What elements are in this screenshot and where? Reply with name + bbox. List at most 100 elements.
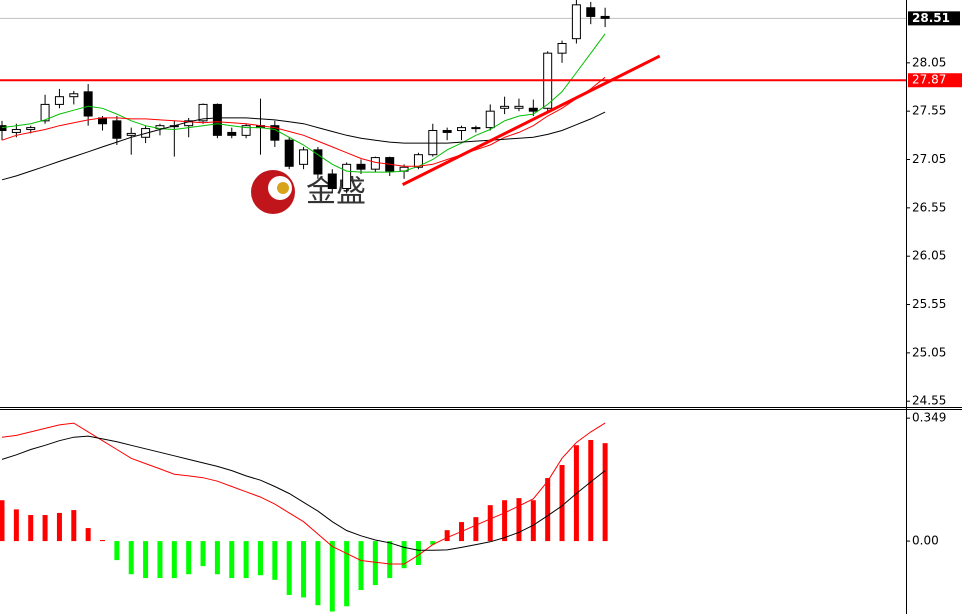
- candle-body: [471, 127, 481, 130]
- candle-body: [270, 125, 280, 141]
- y-tick-label: 25.55: [912, 297, 946, 311]
- candle-body: [11, 129, 21, 133]
- histogram-bar: [329, 541, 335, 612]
- y-tick-label: 26.05: [912, 249, 946, 263]
- candle-body: [69, 93, 79, 98]
- candle-body: [54, 96, 64, 105]
- histogram-bar: [13, 509, 19, 542]
- histogram-bar: [372, 541, 378, 586]
- candle-body: [26, 127, 36, 131]
- histogram-bar: [100, 540, 106, 542]
- histogram-bar: [157, 541, 163, 579]
- histogram-bar: [85, 528, 91, 542]
- candle-body: [586, 7, 596, 17]
- candle-body: [112, 120, 122, 139]
- histogram-bar: [143, 541, 149, 579]
- candle-body: [413, 154, 423, 168]
- candle-body: [600, 15, 610, 19]
- y-tick-label: 27.05: [912, 152, 946, 166]
- candle-body: [98, 117, 108, 125]
- level-price-label: 27.87: [912, 73, 946, 87]
- histogram-bar: [0, 500, 5, 542]
- candle-body: [370, 157, 380, 170]
- candle-body: [284, 139, 294, 167]
- histogram-bar: [444, 530, 450, 542]
- histogram-bar: [387, 541, 393, 579]
- histogram-bar: [487, 505, 493, 542]
- histogram-bar: [545, 478, 551, 542]
- histogram-bar: [502, 500, 508, 542]
- logo: 金盛: [251, 170, 366, 214]
- candle-body: [83, 91, 93, 117]
- histogram-bar: [214, 541, 220, 575]
- histogram-bar: [71, 510, 77, 542]
- candle-body: [485, 110, 495, 129]
- histogram-bar: [401, 541, 407, 569]
- moving-average: [1, 76, 606, 167]
- candle-body: [571, 4, 581, 40]
- candle-body: [198, 103, 208, 122]
- level-price-box: [908, 73, 962, 88]
- candle-body: [528, 107, 538, 112]
- candle-body: [227, 131, 237, 136]
- candle-body: [442, 130, 452, 133]
- histogram-bar: [588, 439, 594, 542]
- candle-body: [0, 125, 7, 132]
- histogram-bar: [257, 541, 263, 576]
- moving-average: [1, 111, 606, 181]
- y-tick-label: 24.55: [912, 394, 946, 408]
- candle-body: [212, 103, 222, 136]
- histogram-bar: [114, 541, 120, 561]
- candle-body: [514, 105, 524, 109]
- histogram-bar: [42, 515, 48, 542]
- histogram-bar: [516, 498, 522, 542]
- histogram-bar: [602, 443, 608, 542]
- macd-line: [1, 435, 606, 551]
- current-price-box: [908, 11, 960, 26]
- histogram-bar: [301, 541, 307, 598]
- candle-body: [40, 103, 50, 122]
- logo-dot: [277, 182, 289, 194]
- histogram-bar: [186, 541, 192, 575]
- histogram-bar: [56, 512, 62, 542]
- candle-body: [457, 127, 467, 132]
- trendline: [401, 54, 661, 186]
- histogram-bar: [171, 541, 177, 579]
- histogram-bar: [559, 465, 565, 542]
- candle-body: [313, 149, 323, 175]
- y-tick-label: 27.55: [912, 104, 946, 118]
- histogram-bar: [430, 541, 436, 545]
- histogram-bar: [315, 541, 321, 606]
- y-tick-label: 28.05: [912, 55, 946, 69]
- histogram-bar: [272, 541, 278, 580]
- candle-body: [500, 105, 510, 109]
- histogram-bar: [358, 541, 364, 591]
- histogram-bar: [286, 541, 292, 595]
- y-tick-label: 26.55: [912, 200, 946, 214]
- histogram-bar: [243, 541, 249, 579]
- y-tick-label: 0.349: [912, 411, 946, 425]
- candle-body: [356, 163, 366, 170]
- histogram-bar: [415, 541, 421, 566]
- histogram-bar: [530, 500, 536, 542]
- y-tick-label: 25.05: [912, 345, 946, 359]
- candle-body: [428, 130, 438, 156]
- candle-body: [557, 43, 567, 54]
- histogram-bar: [229, 541, 235, 579]
- candle-body: [241, 125, 251, 136]
- macd-line: [1, 422, 606, 565]
- candle-body: [342, 163, 352, 190]
- histogram-bar: [344, 541, 350, 607]
- current-price-label: 28.51: [912, 11, 950, 25]
- moving-average: [1, 33, 606, 173]
- candle-body: [299, 149, 309, 165]
- histogram-bar: [28, 515, 34, 542]
- histogram-bar: [200, 541, 206, 567]
- candle-body: [327, 173, 337, 190]
- y-tick-label: 0.00: [912, 534, 939, 548]
- histogram-bar: [128, 541, 134, 575]
- candle-body: [126, 132, 136, 136]
